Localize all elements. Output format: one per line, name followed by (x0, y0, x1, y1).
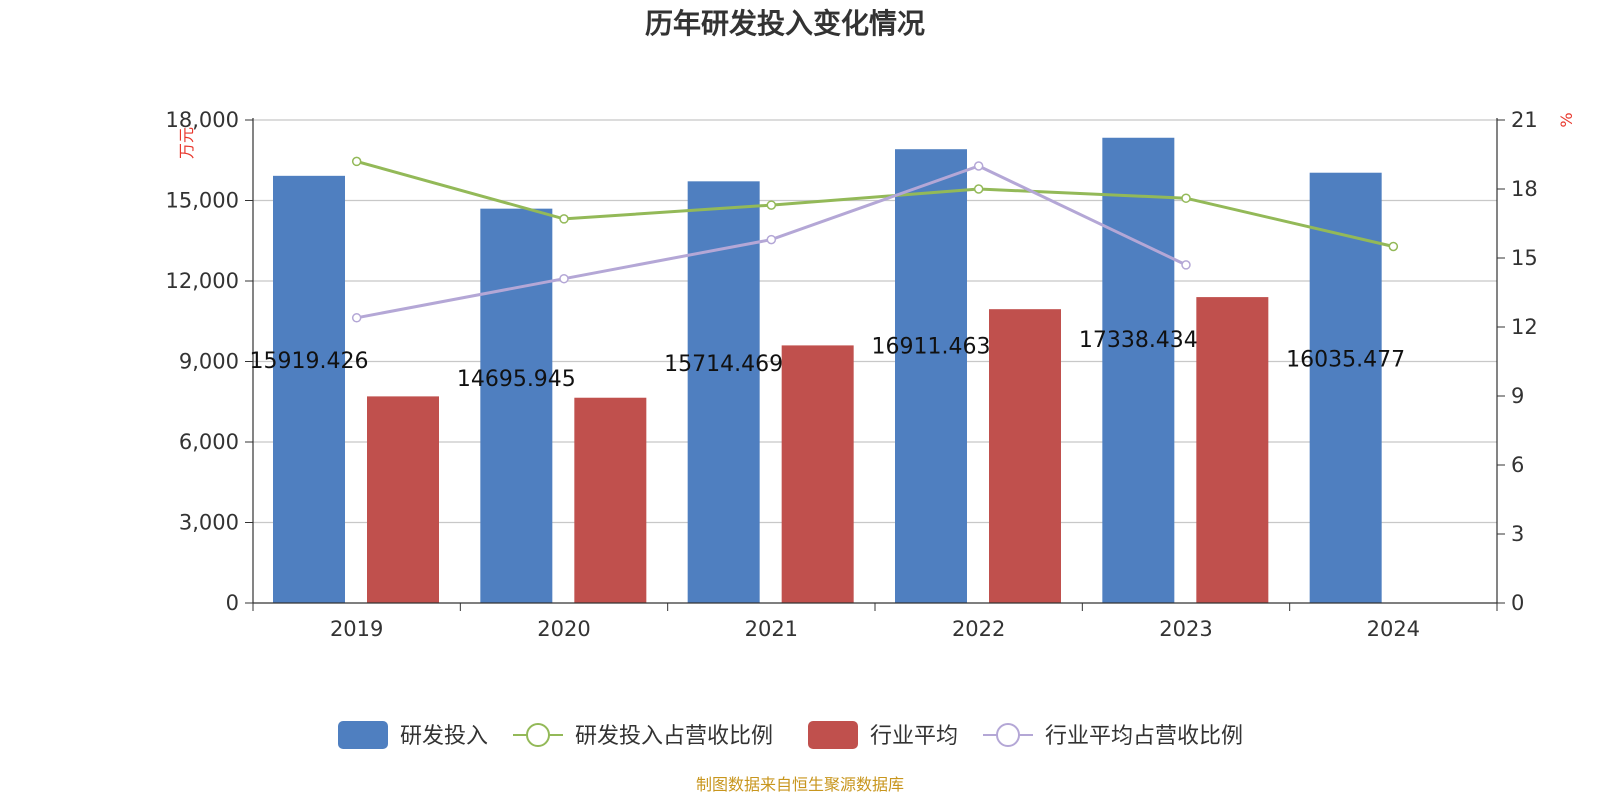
left-axis-tick-label: 6,000 (179, 430, 239, 454)
legend-swatch-bar (338, 721, 388, 749)
legend-item[interactable]: 行业平均占营收比例 (983, 723, 1243, 749)
line-point (766, 200, 777, 210)
legend-swatch-marker (996, 723, 1020, 747)
data-label: 15919.426 (250, 349, 369, 374)
bar-industry-average (781, 345, 854, 603)
left-axis-tick-label: 0 (226, 591, 239, 615)
legend-label: 行业平均占营收比例 (1045, 724, 1243, 749)
bar-rd-investment (1102, 137, 1175, 603)
legend[interactable]: 研发投入 研发投入占营收比例 行业平均 行业平均占营收比例 (338, 721, 1243, 749)
right-axis-tick-label: 21 (1511, 108, 1538, 132)
legend-item[interactable]: 研发投入 (338, 721, 488, 749)
x-axis-tick-label: 2021 (745, 617, 798, 641)
x-axis-tick-label: 2020 (537, 617, 590, 641)
data-labels: 15919.426 14695.945 15714.469 16911.463 1733… (250, 328, 1406, 392)
x-axis-tick-label: 2023 (1159, 617, 1212, 641)
bar-rd-investment (1309, 172, 1382, 603)
bar-rd-investment (480, 208, 553, 603)
bar-industry-average (574, 397, 647, 603)
chart-title: 历年研发投入变化情况 (645, 7, 925, 40)
line-point (559, 273, 569, 284)
right-axis-tick-label: 0 (1511, 591, 1524, 615)
right-axis-unit: % (1557, 112, 1576, 127)
bar-rd-investment (895, 149, 967, 603)
line-point (351, 313, 362, 323)
line-point (1388, 241, 1399, 252)
bar-industry-average (1196, 297, 1269, 603)
legend-swatch-bar (808, 721, 858, 749)
grid-lines (253, 119, 1497, 524)
legend-label: 研发投入占营收比例 (575, 724, 773, 749)
right-axis-tick-label: 9 (1511, 384, 1524, 408)
data-label: 16911.463 (872, 334, 991, 359)
left-axis-tick-label: 9,000 (179, 350, 239, 374)
legend-item[interactable]: 行业平均 (808, 721, 958, 749)
bar-rd-investment (273, 175, 345, 603)
right-axis-tick-label: 18 (1511, 177, 1538, 201)
bars (273, 137, 1382, 603)
bar-industry-average (367, 396, 439, 603)
right-axis-tick-label: 3 (1511, 522, 1524, 546)
line-point (1181, 193, 1191, 203)
data-label: 16035.477 (1286, 347, 1405, 372)
x-axis-tick-label: 2022 (952, 617, 1005, 641)
data-label: 15714.469 (664, 352, 783, 377)
x-axis-tick-label: 2019 (330, 617, 383, 641)
axes: 0 3,000 6,000 9,000 12,000 15,000 18,000 0 3 6 9 12… (166, 108, 1538, 641)
data-label: 14695.945 (457, 367, 576, 392)
line-rd-ratio (356, 159, 1394, 248)
line-point (766, 234, 777, 245)
line-point (973, 161, 984, 171)
right-axis-tick-label: 12 (1511, 315, 1538, 339)
left-axis-unit: 万元 (177, 127, 196, 159)
left-axis-tick-label: 18,000 (166, 108, 239, 132)
left-axis-tick-label: 3,000 (179, 511, 239, 535)
left-axis-tick-label: 15,000 (166, 189, 239, 213)
line-point (559, 214, 569, 224)
line-point (351, 156, 362, 167)
line-point (973, 184, 984, 194)
legend-label: 行业平均 (870, 724, 958, 749)
x-axis-tick-label: 2024 (1367, 617, 1420, 641)
legend-item[interactable]: 研发投入占营收比例 (513, 723, 773, 749)
data-source: 制图数据来自恒生聚源数据库 (696, 775, 904, 794)
line-point (1181, 260, 1191, 270)
legend-label: 研发投入 (400, 724, 488, 749)
lines (351, 156, 1399, 323)
right-axis-tick-label: 15 (1511, 246, 1538, 270)
left-axis-tick-label: 12,000 (166, 269, 239, 293)
right-axis-tick-label: 6 (1511, 453, 1524, 477)
data-label: 17338.434 (1079, 328, 1198, 353)
bar-industry-average (989, 309, 1061, 603)
legend-swatch-marker (526, 723, 550, 747)
